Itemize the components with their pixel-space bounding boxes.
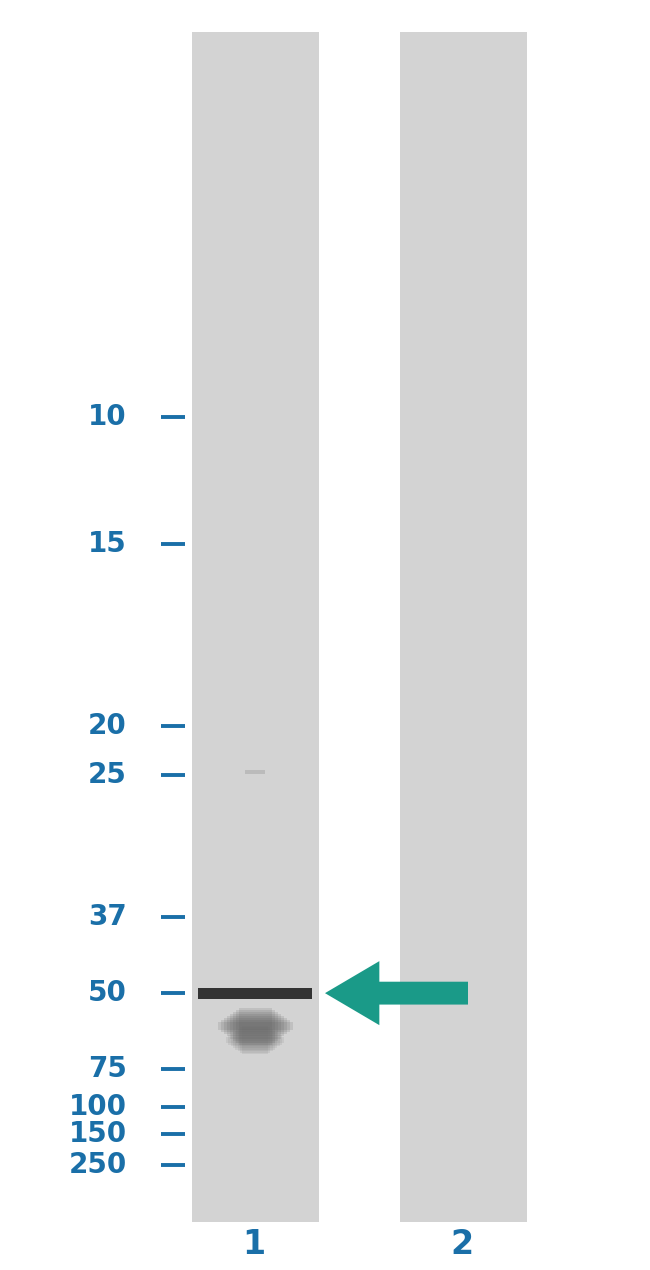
Bar	[240, 1027, 270, 1053]
Bar	[226, 1036, 285, 1044]
Bar	[239, 1007, 272, 1045]
Polygon shape	[325, 961, 468, 1025]
Bar	[242, 1026, 268, 1054]
Bar	[233, 1012, 278, 1040]
Bar	[218, 1022, 292, 1030]
Bar	[192, 32, 318, 1222]
Text: 20: 20	[88, 712, 127, 740]
Text: 10: 10	[88, 403, 127, 431]
Text: 15: 15	[88, 530, 127, 558]
Bar	[198, 988, 312, 998]
Text: 2: 2	[450, 1228, 473, 1261]
Bar	[235, 1031, 275, 1049]
Text: 1: 1	[242, 1228, 265, 1261]
Text: 100: 100	[69, 1093, 127, 1121]
Bar	[224, 1019, 287, 1034]
Bar	[229, 1013, 281, 1039]
Text: 37: 37	[88, 903, 127, 931]
Text: 50: 50	[88, 979, 127, 1007]
Bar	[233, 1033, 278, 1048]
Text: 25: 25	[88, 761, 127, 789]
Text: 250: 250	[68, 1151, 127, 1179]
Bar	[231, 1034, 280, 1046]
Bar	[400, 32, 526, 1222]
Bar	[236, 1010, 274, 1043]
Text: 75: 75	[88, 1055, 127, 1083]
Bar	[221, 1020, 289, 1033]
Bar	[237, 1029, 272, 1052]
Text: 150: 150	[69, 1120, 127, 1148]
Bar	[227, 1016, 283, 1036]
Bar	[245, 770, 265, 773]
Bar	[228, 1035, 282, 1045]
